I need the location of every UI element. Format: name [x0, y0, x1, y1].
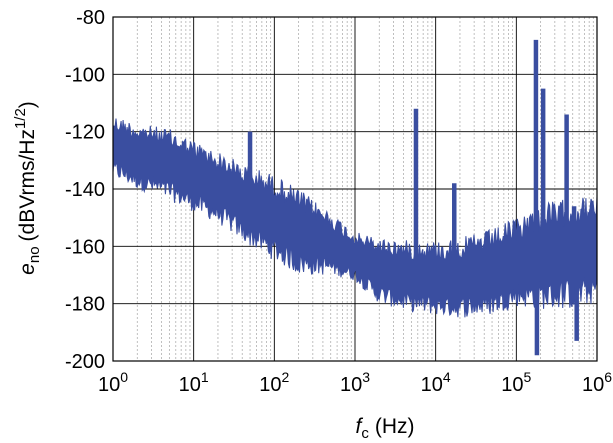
- x-tick-label: 105: [501, 369, 531, 396]
- x-axis-unit: (Hz): [375, 415, 415, 438]
- y-tick-label: -180: [65, 294, 105, 316]
- y-axis-unit-superscript: 1/2: [12, 108, 29, 129]
- y-tick-label: -140: [65, 179, 105, 201]
- x-tick-label: 103: [340, 369, 370, 396]
- plot-frame: [112, 16, 598, 362]
- x-tick-label: 104: [421, 369, 451, 396]
- x-axis-label: fc (Hz): [356, 415, 415, 442]
- y-axis-unit-close: ): [16, 101, 39, 108]
- series-layer: [112, 39, 598, 356]
- x-tick-labels: 100 101 102 103 104 105 106: [98, 369, 612, 396]
- y-axis-symbol: e: [16, 263, 39, 275]
- y-tick-label: -200: [65, 351, 105, 373]
- x-axis-symbol: f: [356, 415, 364, 438]
- y-tick-label: -80: [76, 7, 105, 29]
- y-axis-subscript: no: [26, 246, 43, 263]
- x-tick-label: 102: [259, 369, 289, 396]
- y-tick-labels: -80 -100 -120 -140 -160 -180 -200: [65, 7, 105, 373]
- y-tick-label: -100: [65, 64, 105, 86]
- x-tick-label: 101: [179, 369, 209, 396]
- x-tick-label: 100: [98, 369, 128, 396]
- x-axis-subscript: c: [361, 425, 369, 442]
- y-axis-label: eno (dBVrms/Hz1/2): [12, 101, 43, 275]
- y-tick-label: -160: [65, 236, 105, 258]
- y-axis-unit: (dBVrms/Hz: [16, 129, 39, 241]
- x-tick-label: 106: [582, 369, 612, 396]
- y-tick-label: -120: [65, 122, 105, 144]
